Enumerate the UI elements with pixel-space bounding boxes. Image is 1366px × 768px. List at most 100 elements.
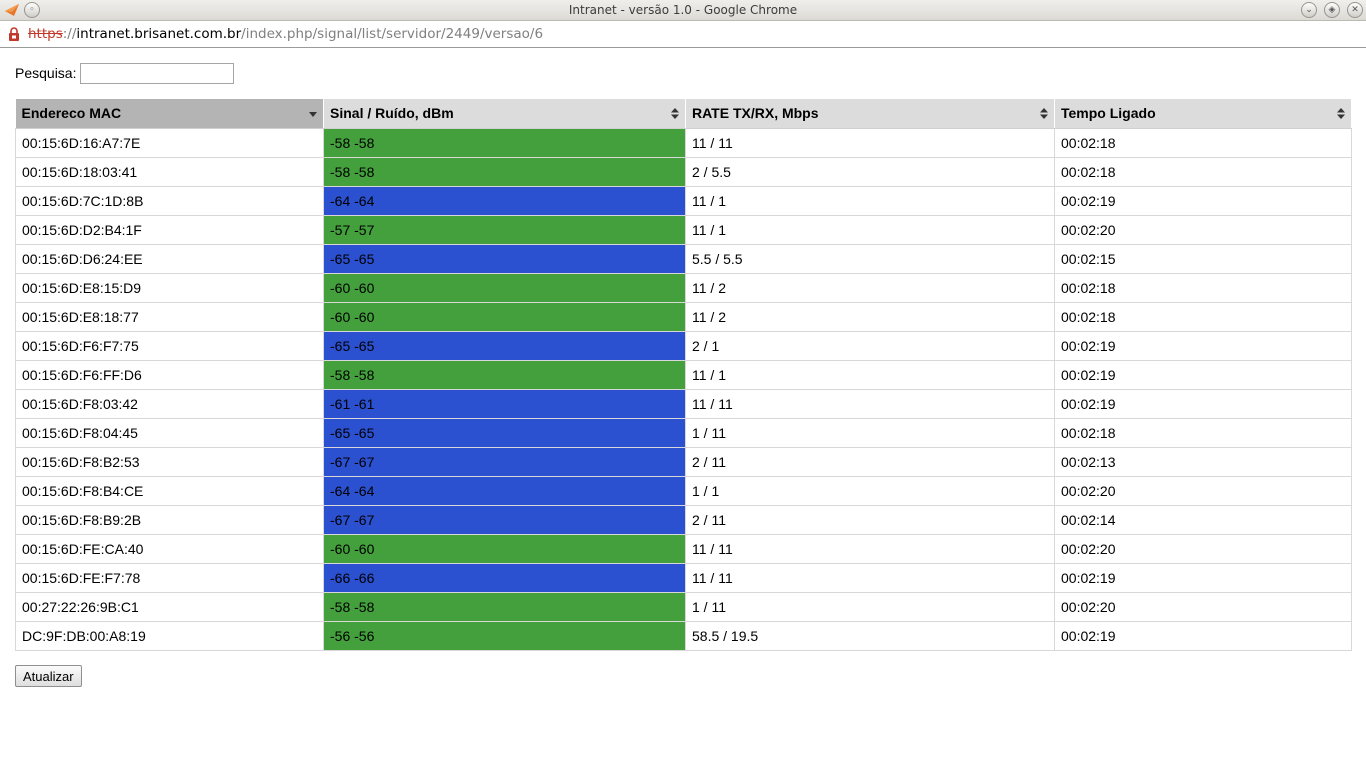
- cell-uptime: 00:02:19: [1054, 388, 1352, 419]
- column-header-uptime[interactable]: Tempo Ligado: [1054, 99, 1352, 129]
- cell-uptime: 00:02:19: [1054, 620, 1352, 651]
- minimize-icon[interactable]: ⌄: [1301, 2, 1317, 18]
- cell-rate: 11 / 1: [685, 214, 1055, 245]
- cell-uptime: 00:02:18: [1054, 156, 1352, 187]
- column-header-signal[interactable]: Sinal / Ruído, dBm: [323, 99, 686, 129]
- table-row: DC:9F:DB:00:A8:19 -56 -56 58.5 / 19.5 00:02…: [15, 620, 1352, 651]
- cell-rate: 11 / 11: [685, 127, 1055, 158]
- table-row: 00:27:22:26:9B:C1 -58 -58 1 / 11 00:02:20: [15, 591, 1352, 622]
- cell-signal: -66 -66: [323, 562, 686, 593]
- cell-mac: 00:15:6D:FE:CA:40: [15, 533, 324, 564]
- cell-rate: 11 / 2: [685, 272, 1055, 303]
- table-row: 00:15:6D:F8:04:45 -65 -65 1 / 11 00:02:18: [15, 417, 1352, 448]
- refresh-button[interactable]: Atualizar: [15, 665, 82, 687]
- sort-desc-icon[interactable]: [309, 107, 317, 120]
- table-header-row: Endereco MAC Sinal / Ruído, dBm RATE TX/RX…: [15, 99, 1352, 129]
- cell-signal: -60 -60: [323, 533, 686, 564]
- cell-mac: 00:15:6D:F6:F7:75: [15, 330, 324, 361]
- cell-mac: 00:15:6D:F8:B9:2B: [15, 504, 324, 535]
- cell-uptime: 00:02:19: [1054, 359, 1352, 390]
- cell-rate: 5.5 / 5.5: [685, 243, 1055, 274]
- search-input[interactable]: [80, 62, 235, 84]
- table-row: 00:15:6D:FE:CA:40 -60 -60 11 / 11 00:02:20: [15, 533, 1352, 564]
- cell-signal: -64 -64: [323, 475, 686, 506]
- cell-mac: 00:15:6D:F8:04:45: [15, 417, 324, 448]
- cell-mac: 00:15:6D:D6:24:EE: [15, 243, 324, 274]
- column-header-label: Sinal / Ruído, dBm: [330, 105, 454, 122]
- cell-uptime: 00:02:15: [1054, 243, 1352, 274]
- column-header-mac[interactable]: Endereco MAC: [15, 99, 324, 129]
- cell-mac: 00:15:6D:D2:B4:1F: [15, 214, 324, 245]
- url-text[interactable]: https://intranet.brisanet.com.br/index.p…: [28, 21, 543, 47]
- maximize-icon[interactable]: ◈: [1324, 2, 1340, 18]
- cell-rate: 2 / 1: [685, 330, 1055, 361]
- cell-signal: -65 -65: [323, 417, 686, 448]
- cell-signal: -60 -60: [323, 272, 686, 303]
- cell-mac: 00:15:6D:E8:15:D9: [15, 272, 324, 303]
- table-row: 00:15:6D:D6:24:EE -65 -65 5.5 / 5.5 00:02:1…: [15, 243, 1352, 274]
- cell-rate: 11 / 1: [685, 185, 1055, 216]
- cell-mac: 00:15:6D:F6:FF:D6: [15, 359, 324, 390]
- window-titlebar: ◦ Intranet - versão 1.0 - Google Chrome …: [0, 0, 1366, 21]
- cell-rate: 2 / 5.5: [685, 156, 1055, 187]
- table-row: 00:15:6D:D2:B4:1F -57 -57 11 / 1 00:02:20: [15, 214, 1352, 245]
- cell-rate: 11 / 11: [685, 562, 1055, 593]
- cell-signal: -56 -56: [323, 620, 686, 651]
- cell-uptime: 00:02:14: [1054, 504, 1352, 535]
- table-row: 00:15:6D:F8:B2:53 -67 -67 2 / 11 00:02:13: [15, 446, 1352, 477]
- table-row: 00:15:6D:16:A7:7E -58 -58 11 / 11 00:02:18: [15, 127, 1352, 158]
- cell-mac: 00:15:6D:F8:B2:53: [15, 446, 324, 477]
- sort-both-icon[interactable]: [671, 107, 679, 120]
- cell-uptime: 00:02:20: [1054, 533, 1352, 564]
- table-row: 00:15:6D:E8:18:77 -60 -60 11 / 2 00:02:18: [15, 301, 1352, 332]
- table-row: 00:15:6D:18:03:41 -58 -58 2 / 5.5 00:02:18: [15, 156, 1352, 187]
- sort-both-icon[interactable]: [1337, 107, 1345, 120]
- table-row: 00:15:6D:7C:1D:8B -64 -64 11 / 1 00:02:19: [15, 185, 1352, 216]
- url-separator: ://: [62, 26, 77, 42]
- cell-uptime: 00:02:19: [1054, 330, 1352, 361]
- column-header-label: Endereco MAC: [21, 105, 122, 122]
- cell-mac: 00:15:6D:F8:B4:CE: [15, 475, 324, 506]
- cell-rate: 2 / 11: [685, 446, 1055, 477]
- cell-signal: -57 -57: [323, 214, 686, 245]
- cell-rate: 1 / 1: [685, 475, 1055, 506]
- window-menu-icon[interactable]: ◦: [24, 2, 40, 18]
- cell-signal: -61 -61: [323, 388, 686, 419]
- cell-signal: -58 -58: [323, 127, 686, 158]
- cell-mac: 00:15:6D:E8:18:77: [15, 301, 324, 332]
- cell-mac: 00:15:6D:16:A7:7E: [15, 127, 324, 158]
- cell-rate: 1 / 11: [685, 591, 1055, 622]
- window-title: Intranet - versão 1.0 - Google Chrome: [568, 3, 798, 17]
- url-path: /index.php/signal/list/servidor/2449/ver…: [241, 26, 544, 42]
- cell-rate: 58.5 / 19.5: [685, 620, 1055, 651]
- insecure-lock-icon[interactable]: [8, 27, 20, 41]
- cell-signal: -67 -67: [323, 446, 686, 477]
- close-icon[interactable]: ✕: [1347, 2, 1363, 18]
- cell-uptime: 00:02:20: [1054, 475, 1352, 506]
- cell-mac: 00:15:6D:7C:1D:8B: [15, 185, 324, 216]
- table-row: 00:15:6D:E8:15:D9 -60 -60 11 / 2 00:02:18: [15, 272, 1352, 303]
- cell-signal: -67 -67: [323, 504, 686, 535]
- url-host: intranet.brisanet.com.br: [76, 26, 242, 42]
- cell-mac: 00:15:6D:FE:F7:78: [15, 562, 324, 593]
- table-body: 00:15:6D:16:A7:7E -58 -58 11 / 11 00:02:18 0…: [15, 127, 1352, 651]
- cell-uptime: 00:02:18: [1054, 127, 1352, 158]
- sort-both-icon[interactable]: [1040, 107, 1048, 120]
- cell-mac: 00:15:6D:18:03:41: [15, 156, 324, 187]
- column-header-label: RATE TX/RX, Mbps: [692, 105, 819, 122]
- table-row: 00:15:6D:F6:FF:D6 -58 -58 11 / 1 00:02:19: [15, 359, 1352, 390]
- search-label: Pesquisa:: [15, 65, 77, 81]
- column-header-rate[interactable]: RATE TX/RX, Mbps: [685, 99, 1055, 129]
- signal-table: Endereco MAC Sinal / Ruído, dBm RATE TX/RX…: [15, 99, 1352, 651]
- cell-uptime: 00:02:18: [1054, 301, 1352, 332]
- cell-uptime: 00:02:20: [1054, 591, 1352, 622]
- address-bar[interactable]: https://intranet.brisanet.com.br/index.p…: [0, 21, 1366, 48]
- table-row: 00:15:6D:F8:B9:2B -67 -67 2 / 11 00:02:14: [15, 504, 1352, 535]
- cell-signal: -58 -58: [323, 156, 686, 187]
- cell-signal: -60 -60: [323, 301, 686, 332]
- cell-signal: -64 -64: [323, 185, 686, 216]
- cell-uptime: 00:02:19: [1054, 562, 1352, 593]
- cell-mac: DC:9F:DB:00:A8:19: [15, 620, 324, 651]
- cell-rate: 11 / 1: [685, 359, 1055, 390]
- url-scheme: https: [28, 26, 63, 42]
